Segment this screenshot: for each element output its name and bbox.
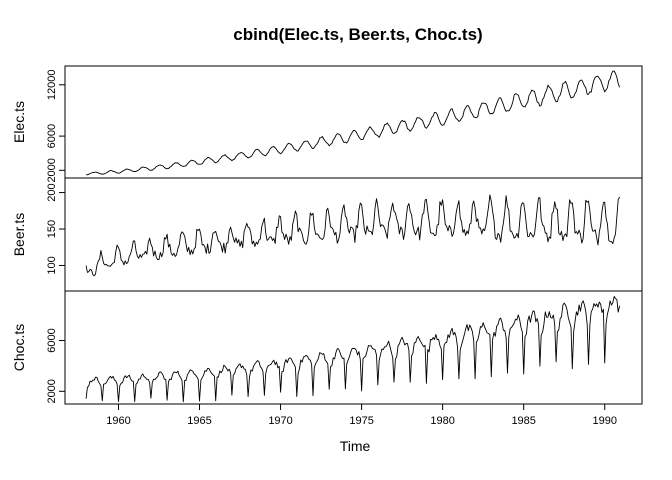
panel-y-label: Beer.ts: [11, 213, 27, 257]
panel-elec-ts: 2000 6000 12000 Elec.ts: [11, 65, 643, 183]
x-tick-label: 1965: [187, 415, 211, 427]
series-line: [86, 70, 621, 176]
panel-beer-ts: 100 150 200 Beer.ts: [11, 177, 643, 292]
y-tick-label: 2000: [46, 158, 58, 182]
x-tick-label: 1975: [349, 415, 373, 427]
y-tick-label: 200: [46, 183, 58, 201]
y-tick-label: 12000: [46, 70, 58, 101]
panel-box: [64, 177, 643, 292]
panel-box: [64, 65, 643, 179]
x-tick-label: 1970: [268, 415, 292, 427]
chart-title: cbind(Elec.ts, Beer.ts, Choc.ts): [233, 25, 482, 44]
y-tick-label: 150: [46, 220, 58, 238]
y-tick-label: 6000: [46, 328, 58, 352]
panel-y-label: Choc.ts: [11, 324, 27, 371]
x-tick-label: 1980: [430, 415, 454, 427]
x-tick-label: 1990: [592, 415, 616, 427]
series-line: [85, 296, 621, 403]
panel-y-label: Elec.ts: [11, 101, 27, 143]
x-tick-label: 1960: [106, 415, 130, 427]
x-axis-title: Time: [340, 438, 371, 454]
x-tick-label: 1985: [511, 415, 535, 427]
panels-group: 2000 6000 12000 Elec.ts 100 150 200 Beer.ts 2000…: [11, 65, 643, 405]
series-line: [85, 194, 620, 277]
y-tick-label: 6000: [46, 124, 58, 148]
y-tick-label: 100: [46, 256, 58, 274]
x-axis: 1960 1965 1970 1975 1980 1985 1990: [106, 403, 617, 427]
y-tick-label: 2000: [46, 379, 58, 403]
panel-choc-ts: 2000 6000 Choc.ts: [11, 290, 643, 405]
